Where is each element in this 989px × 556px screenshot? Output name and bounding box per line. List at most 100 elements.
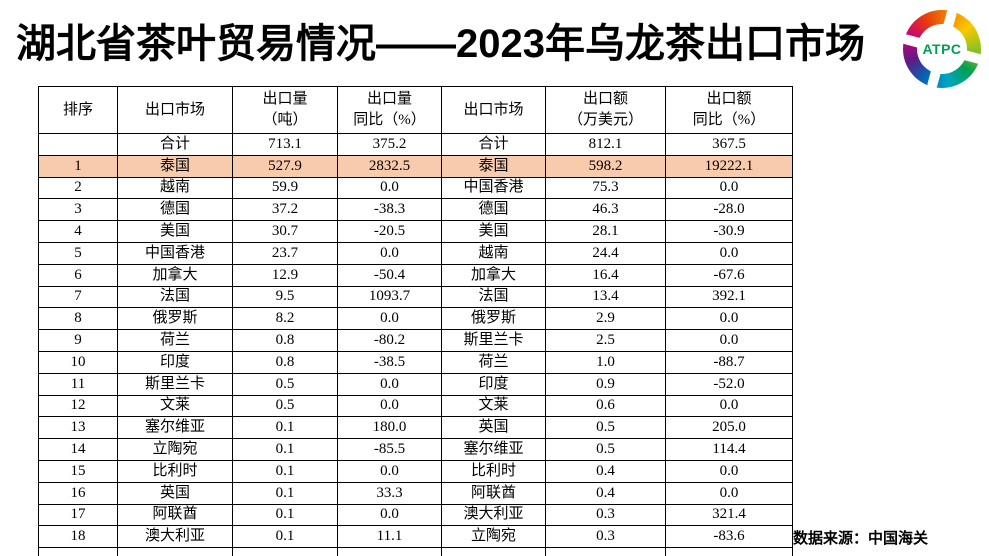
cell-volume: 0.1 (232, 459, 338, 483)
table-row: 18 澳大利亚 0.1 11.1 立陶宛 0.3 -83.6 (38, 525, 793, 549)
cell-volume: 9.5 (232, 285, 338, 309)
cell-market-vol: 英国 (117, 481, 233, 505)
cell-market-vol: 美国 (117, 220, 233, 243)
table-row: 17 阿联酋 0.1 0.0 澳大利亚 0.3 321.4 (38, 503, 793, 527)
cell-market-val: 合计 (441, 133, 546, 156)
cell-market-vol: 斯里兰卡 (117, 372, 233, 396)
cell-market-val: 比利时 (441, 459, 546, 483)
cell-market-val: 中国香港 (441, 176, 546, 200)
cell-volume: 0.8 (232, 329, 338, 352)
table-row-highlight: 1 泰国 527.9 2832.5 泰国 598.2 19222.1 (38, 154, 793, 178)
cell-market-val: 俄罗斯 (441, 307, 546, 331)
cell-volume-yoy: 33.3 (337, 481, 442, 505)
table-row: 13 塞尔维亚 0.1 180.0 英国 0.5 205.0 (38, 416, 793, 440)
cell-market-val: 阿联酋 (441, 481, 546, 505)
cell-market-val: 德国 (441, 198, 546, 222)
cell-value: 0.3 (545, 525, 666, 549)
cell-volume: 0.5 (232, 372, 338, 396)
cell-value: 0.5 (545, 416, 666, 440)
cell-value: 1.0 (545, 350, 666, 374)
cell-market-vol: 印度 (117, 350, 233, 374)
cell-value: 0.4 (545, 459, 666, 483)
cell-value-yoy: -83.6 (665, 525, 793, 549)
cell-market-vol: 荷兰 (117, 329, 233, 352)
cell-value: 0.3 (545, 503, 666, 527)
cell-market-val: 印度 (441, 372, 546, 396)
cell-value: 46.3 (545, 198, 666, 222)
cell-value-yoy: 321.4 (665, 503, 793, 527)
header-value-yoy: 出口额 同比（%） (665, 86, 793, 134)
table-body: 合计 713.1 375.2 合计 812.1 367.5 1 泰国 527.9 2832.5 泰国… (38, 133, 793, 556)
cell-value-yoy: -30.9 (665, 220, 793, 243)
cell-rank: 2 (38, 176, 118, 200)
cell-rank: 13 (38, 416, 118, 440)
cell-market-val: 泰国 (441, 154, 546, 178)
cell-market-val: 越南 (441, 241, 546, 265)
cell-value: 75.3 (545, 176, 666, 200)
table-row-clipped (38, 547, 793, 556)
cell-volume-yoy: -50.4 (337, 263, 442, 287)
data-source-note: 数据来源：中国海关 (793, 530, 929, 547)
table-row: 6 加拿大 12.9 -50.4 加拿大 16.4 -67.6 (38, 263, 793, 287)
cell-market-vol: 立陶宛 (117, 438, 233, 461)
header-volume: 出口量 （吨） (232, 86, 338, 134)
cell-volume: 0.8 (232, 350, 338, 374)
header-row: 排序 出口市场 出口量 （吨） 出口量 同比（%） 出口市场 出口额 （万美元）… (38, 86, 793, 134)
cell-market-vol: 泰国 (117, 154, 233, 178)
cell-empty (545, 547, 666, 556)
cell-value-yoy: 114.4 (665, 438, 793, 461)
cell-volume: 527.9 (232, 154, 338, 178)
cell-volume: 37.2 (232, 198, 338, 222)
table-row: 8 俄罗斯 8.2 0.0 俄罗斯 2.9 0.0 (38, 307, 793, 331)
cell-rank: 18 (38, 525, 118, 549)
cell-value: 13.4 (545, 285, 666, 309)
cell-volume-yoy: -38.5 (337, 350, 442, 374)
cell-rank: 12 (38, 394, 118, 418)
cell-volume: 0.1 (232, 438, 338, 461)
cell-volume-yoy: -85.5 (337, 438, 442, 461)
cell-value-yoy: 367.5 (665, 133, 793, 156)
cell-market-vol: 加拿大 (117, 263, 233, 287)
cell-volume-yoy: 0.0 (337, 176, 442, 200)
cell-market-val: 美国 (441, 220, 546, 243)
cell-market-val: 塞尔维亚 (441, 438, 546, 461)
cell-volume-yoy: -20.5 (337, 220, 442, 243)
cell-volume-yoy: 0.0 (337, 394, 442, 418)
header-value: 出口额 （万美元） (545, 86, 666, 134)
cell-volume-yoy: 1093.7 (337, 285, 442, 309)
table-row: 4 美国 30.7 -20.5 美国 28.1 -30.9 (38, 220, 793, 243)
cell-value: 598.2 (545, 154, 666, 178)
logo-text: ATPC (922, 41, 962, 57)
cell-market-val: 立陶宛 (441, 525, 546, 549)
cell-rank: 1 (38, 154, 118, 178)
cell-volume-yoy: 0.0 (337, 307, 442, 331)
table-row: 5 中国香港 23.7 0.0 越南 24.4 0.0 (38, 241, 793, 265)
table-row: 10 印度 0.8 -38.5 荷兰 1.0 -88.7 (38, 350, 793, 374)
cell-market-vol: 阿联酋 (117, 503, 233, 527)
header-market-val: 出口市场 (441, 86, 546, 134)
cell-volume-yoy: 0.0 (337, 503, 442, 527)
cell-value-yoy: 0.0 (665, 241, 793, 265)
cell-market-val: 英国 (441, 416, 546, 440)
cell-volume-yoy: 0.0 (337, 241, 442, 265)
table-row: 16 英国 0.1 33.3 阿联酋 0.4 0.0 (38, 481, 793, 505)
cell-empty (38, 547, 118, 556)
cell-rank: 9 (38, 329, 118, 352)
cell-market-vol: 越南 (117, 176, 233, 200)
cell-value: 0.9 (545, 372, 666, 396)
cell-volume: 0.1 (232, 481, 338, 505)
cell-volume-yoy: -80.2 (337, 329, 442, 352)
cell-empty (337, 547, 442, 556)
header-market-vol: 出口市场 (117, 86, 233, 134)
cell-rank: 3 (38, 198, 118, 222)
cell-market-vol: 合计 (117, 133, 233, 156)
cell-market-vol: 俄罗斯 (117, 307, 233, 331)
header-rank: 排序 (38, 86, 118, 134)
cell-rank (38, 133, 118, 156)
cell-value-yoy: 0.0 (665, 481, 793, 505)
cell-market-val: 澳大利亚 (441, 503, 546, 527)
cell-volume: 59.9 (232, 176, 338, 200)
cell-rank: 8 (38, 307, 118, 331)
cell-empty (441, 547, 546, 556)
